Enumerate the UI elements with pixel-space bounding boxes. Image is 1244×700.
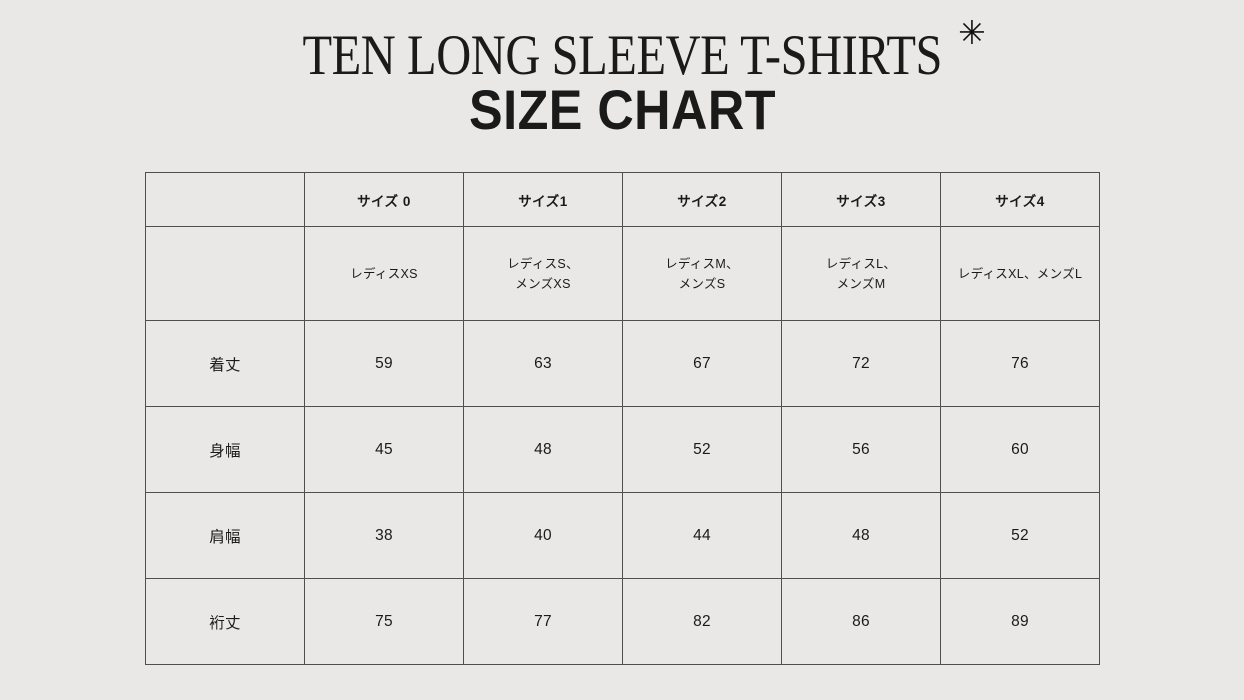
measurement-row-sleeve-length: 裄丈 75 77 82 86 89: [145, 578, 1100, 665]
measurement-value: 72: [781, 320, 941, 407]
size-column-header: サイズ 0: [304, 172, 464, 227]
measurement-value: 59: [304, 320, 464, 407]
measurement-value: 77: [463, 578, 623, 665]
size-column-subheader: レディスS、 メンズXS: [463, 226, 623, 321]
measurement-row-body-length: 着丈 59 63 67 72 76: [145, 320, 1100, 407]
measurement-value: 89: [940, 578, 1100, 665]
measurement-value: 76: [940, 320, 1100, 407]
measurement-value: 67: [622, 320, 782, 407]
subheader: SIZE CHART: [0, 82, 1244, 138]
size-column-header: サイズ4: [940, 172, 1100, 227]
size-header-row: サイズ 0 サイズ1 サイズ2 サイズ3 サイズ4: [145, 172, 1100, 227]
measurement-value: 44: [622, 492, 782, 579]
page-subtitle: SIZE CHART: [468, 78, 776, 141]
size-column-header: サイズ2: [622, 172, 782, 227]
measurement-value: 48: [781, 492, 941, 579]
size-subheader-row: レディスXS レディスS、 メンズXS レディスM、 メンズS レディスL、 メ…: [145, 226, 1100, 321]
corner-cell: [145, 226, 305, 321]
asterisk-star-icon: ✳: [958, 13, 986, 52]
row-label: 裄丈: [145, 578, 305, 665]
measurement-value: 60: [940, 406, 1100, 493]
corner-cell: [145, 172, 305, 227]
page-title: TEN LONG SLEEVE T-SHIRTS: [302, 24, 942, 87]
measurement-value: 38: [304, 492, 464, 579]
measurement-row-shoulder-width: 肩幅 38 40 44 48 52: [145, 492, 1100, 579]
size-column-subheader: レディスXL、メンズL: [940, 226, 1100, 321]
row-label: 肩幅: [145, 492, 305, 579]
measurement-value: 82: [622, 578, 782, 665]
measurement-value: 86: [781, 578, 941, 665]
size-column-subheader: レディスM、 メンズS: [622, 226, 782, 321]
measurement-value: 45: [304, 406, 464, 493]
size-column-header: サイズ3: [781, 172, 941, 227]
measurement-value: 75: [304, 578, 464, 665]
measurement-value: 52: [622, 406, 782, 493]
row-label: 着丈: [145, 320, 305, 407]
measurement-value: 48: [463, 406, 623, 493]
size-column-subheader: レディスL、 メンズM: [781, 226, 941, 321]
header: TEN LONG SLEEVE T-SHIRTS: [0, 27, 1244, 84]
size-column-header: サイズ1: [463, 172, 623, 227]
row-label: 身幅: [145, 406, 305, 493]
measurement-value: 63: [463, 320, 623, 407]
measurement-value: 52: [940, 492, 1100, 579]
size-column-subheader: レディスXS: [304, 226, 464, 321]
measurement-value: 40: [463, 492, 623, 579]
size-chart-table: サイズ 0 サイズ1 サイズ2 サイズ3 サイズ4 レディスXS レディスS、 …: [145, 172, 1100, 665]
measurement-row-body-width: 身幅 45 48 52 56 60: [145, 406, 1100, 493]
measurement-value: 56: [781, 406, 941, 493]
